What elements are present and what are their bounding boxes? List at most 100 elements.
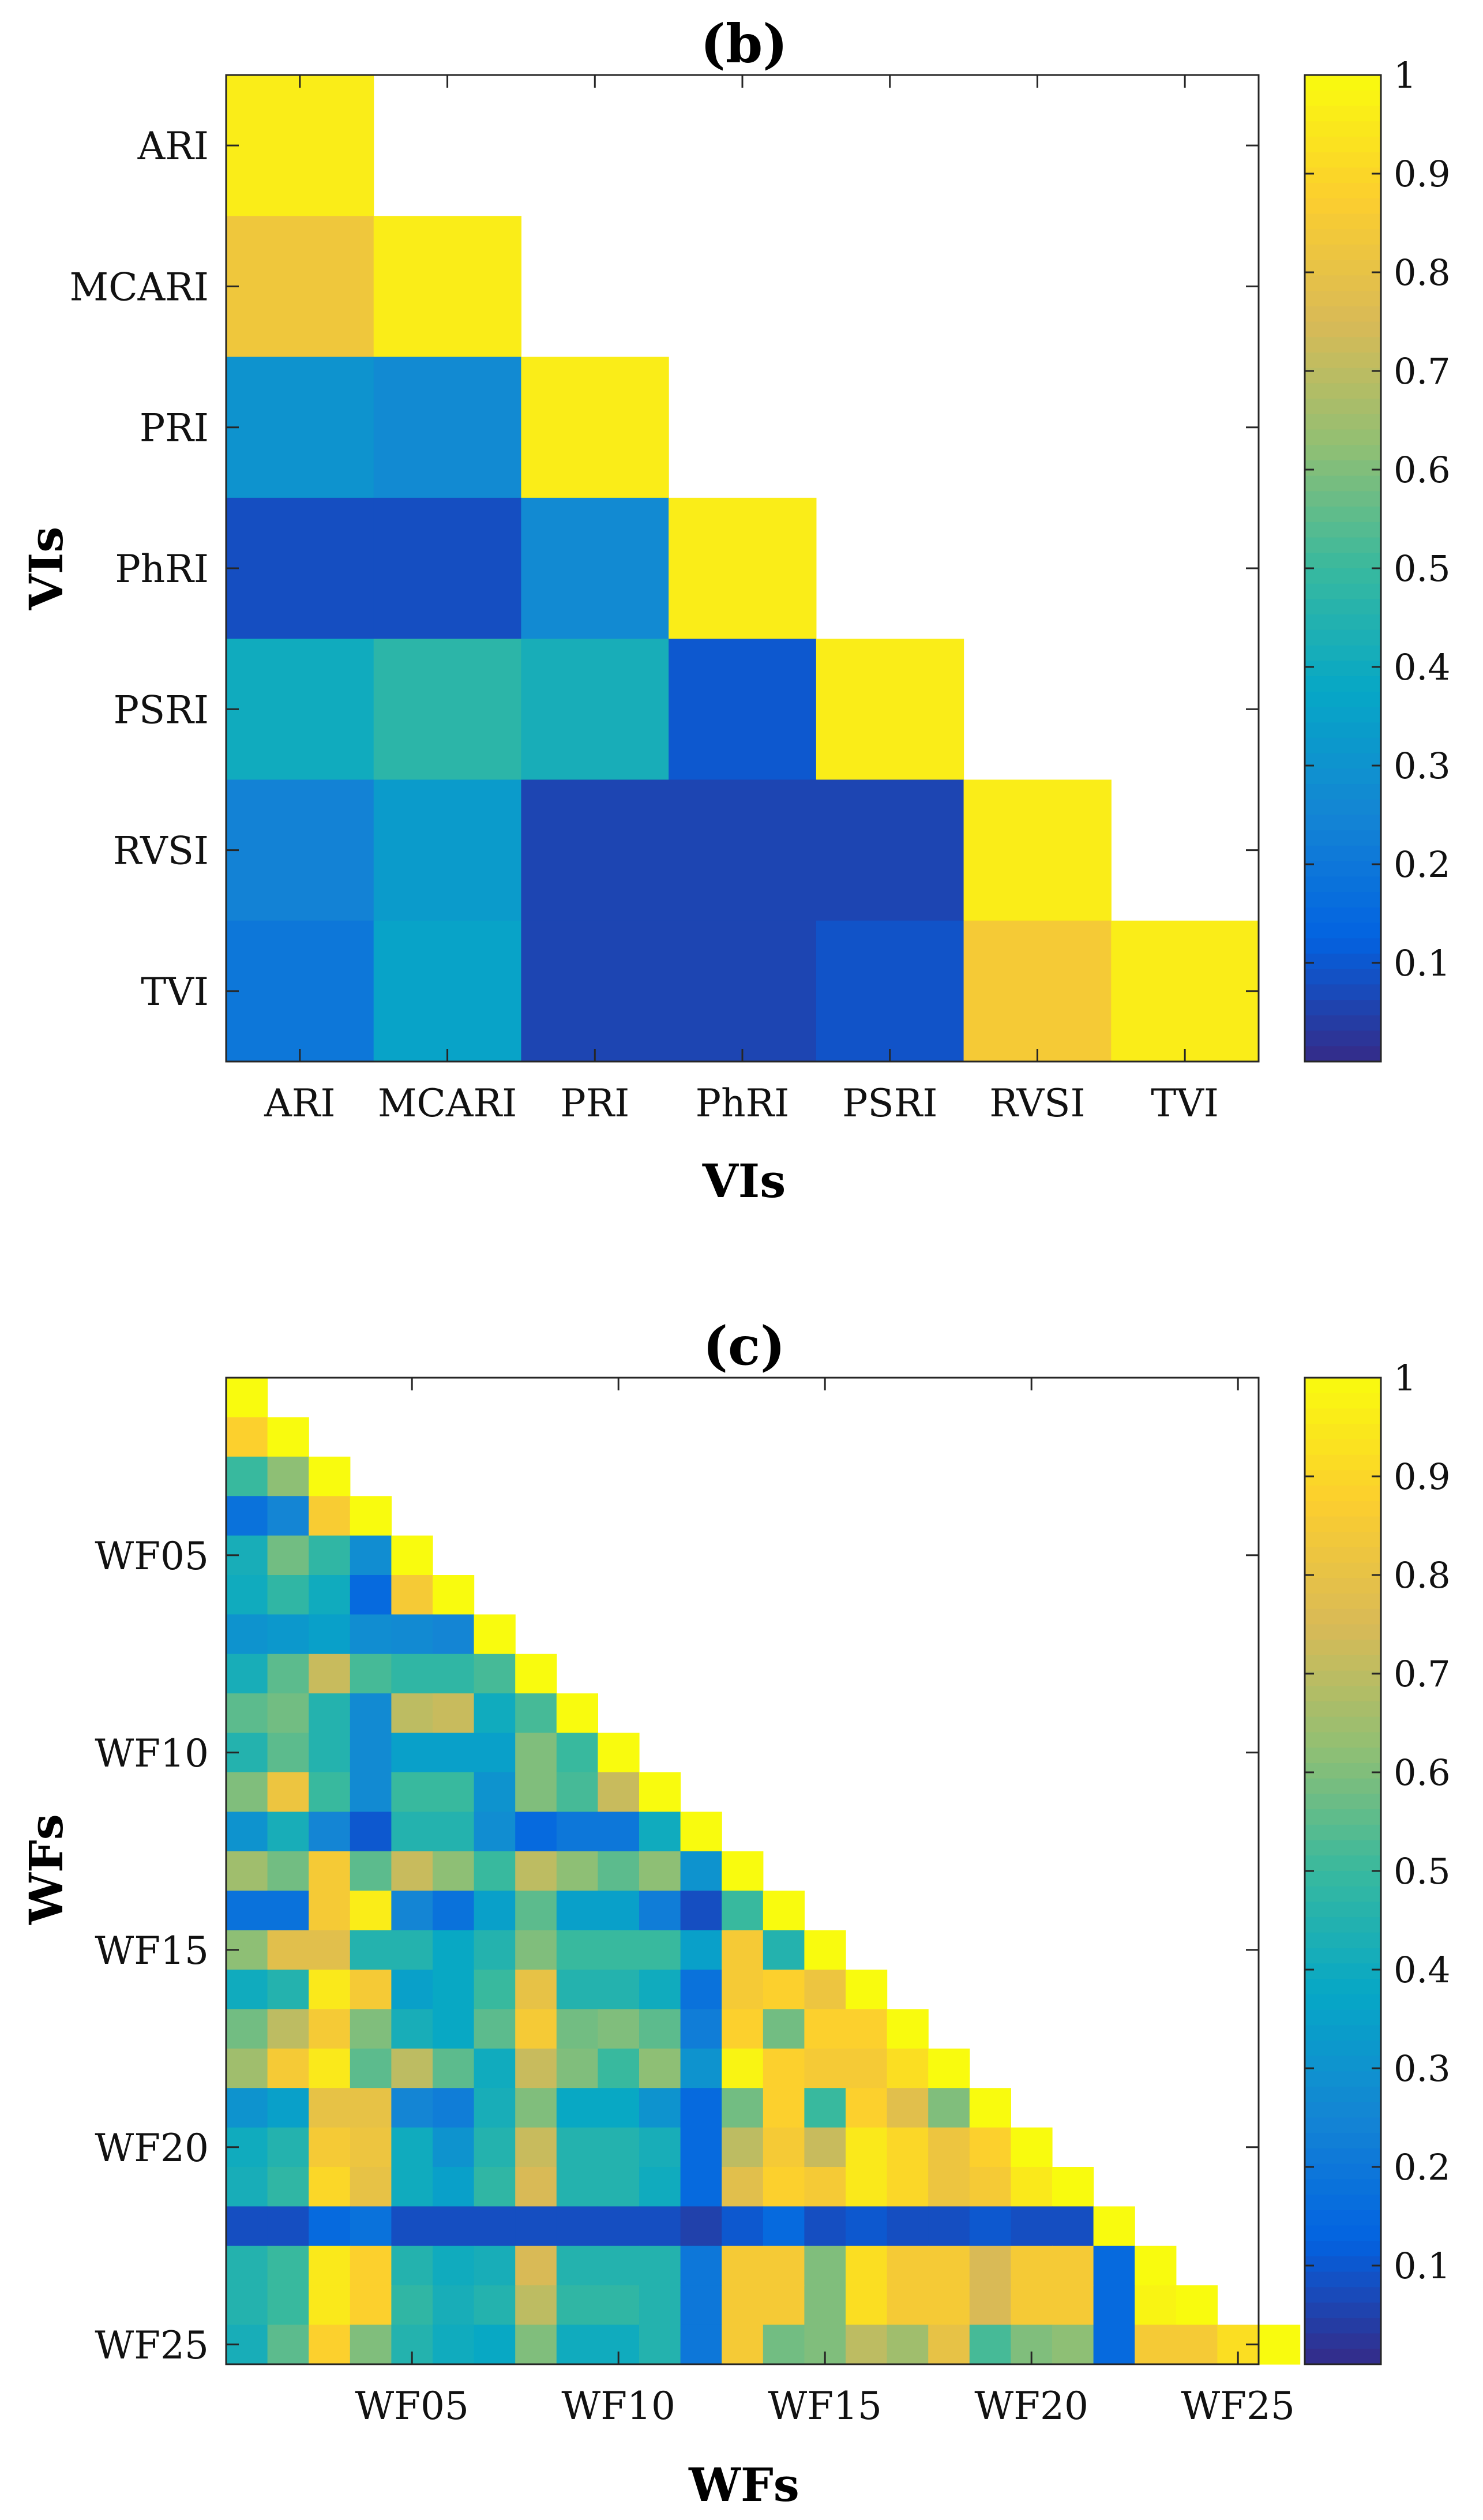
heatmap-cell [226, 75, 374, 216]
x-tick-label: PhRI [696, 1081, 790, 1126]
heatmap-cell [350, 2167, 392, 2207]
heatmap-cell [350, 1653, 392, 1694]
heatmap-cell [309, 1851, 351, 1891]
heatmap-cell [350, 2206, 392, 2247]
colorbar-segment [1305, 583, 1381, 600]
heatmap-cell [1259, 2324, 1301, 2365]
heatmap-cell [226, 497, 374, 639]
heatmap-cell [350, 1693, 392, 1734]
heatmap-cell [309, 1496, 351, 1536]
heatmap-cell [846, 2009, 888, 2049]
heatmap-cell [267, 2324, 309, 2365]
colorbar-segment [1305, 306, 1381, 322]
colorbar-segment [1305, 213, 1381, 230]
y-tick-label: WF05 [95, 1534, 209, 1578]
heatmap-cell [804, 2285, 846, 2326]
colorbar-segment [1305, 768, 1381, 785]
colorbar-segment [1305, 2287, 1381, 2303]
heatmap-cell [433, 1930, 475, 1970]
colorbar-segment [1305, 2133, 1381, 2149]
heatmap-cell [556, 1812, 598, 1852]
heatmap-cell [433, 2245, 475, 2286]
colorbar-segment [1305, 1578, 1381, 1594]
heatmap-cell [804, 2127, 846, 2168]
heatmap-cell [846, 2088, 888, 2128]
heatmap-cell [556, 1851, 598, 1891]
heatmap-cell [963, 920, 1112, 1062]
heatmap-cell [373, 357, 522, 498]
heatmap-cell [391, 1812, 433, 1852]
colorbar-segment [1305, 291, 1381, 307]
heatmap-cell [969, 2088, 1011, 2128]
heatmap-cell [267, 2285, 309, 2326]
heatmap-cell [598, 2245, 640, 2286]
heatmap-cell [267, 2206, 309, 2247]
colorbar-segment [1305, 2210, 1381, 2226]
heatmap-cell [556, 2088, 598, 2128]
panel-b-x-tick-labels: ARI MCARI PRI PhRI PSRI RVSI TVI [264, 1081, 1219, 1126]
heatmap-cell [639, 2206, 681, 2247]
heatmap-cell [226, 2206, 268, 2247]
heatmap-cell [309, 2048, 351, 2088]
colorbar-segment [1305, 984, 1381, 1000]
colorbar-segment [1305, 1000, 1381, 1016]
heatmap-cell [267, 2127, 309, 2168]
colorbar-segment [1305, 1932, 1381, 1949]
heatmap-cell [680, 1851, 722, 1891]
colorbar-tick-label: 1 [1394, 54, 1416, 96]
heatmap-cell [515, 1693, 557, 1734]
colorbar-segment [1305, 969, 1381, 985]
heatmap-cell [350, 2048, 392, 2088]
heatmap-cell [474, 1772, 516, 1812]
colorbar-tick-label: 0.5 [1394, 1850, 1451, 1892]
heatmap-cell [763, 2048, 805, 2088]
heatmap-cell [556, 2245, 598, 2286]
heatmap-cell [515, 1930, 557, 1970]
heatmap-cell [373, 497, 522, 639]
colorbar-segment [1305, 2025, 1381, 2041]
heatmap-cell [928, 2167, 970, 2207]
colorbar-segment [1305, 2148, 1381, 2165]
heatmap-cell [350, 1772, 392, 1812]
heatmap-cell [763, 2088, 805, 2128]
heatmap-cell [1176, 2285, 1218, 2326]
heatmap-cell [639, 2009, 681, 2049]
heatmap-cell [309, 1930, 351, 1970]
colorbar-segment [1305, 507, 1381, 523]
y-tick-label: MCARI [69, 265, 209, 309]
heatmap-cell [963, 779, 1112, 921]
heatmap-cell [433, 1653, 475, 1694]
colorbar-segment [1305, 830, 1381, 846]
colorbar-tick-label: 0.7 [1394, 1653, 1451, 1695]
colorbar-segment [1305, 367, 1381, 384]
heatmap-cell [391, 2167, 433, 2207]
colorbar-segment [1305, 753, 1381, 769]
x-tick-label: ARI [264, 1081, 335, 1126]
colorbar-segment [1305, 676, 1381, 692]
heatmap-cell [433, 1693, 475, 1734]
colorbar-segment [1305, 1840, 1381, 1856]
colorbar-segment [1305, 198, 1381, 215]
heatmap-cell [556, 1891, 598, 1931]
heatmap-cell [1011, 2206, 1053, 2247]
heatmap-cell [309, 1653, 351, 1694]
heatmap-cell [598, 1851, 640, 1891]
heatmap-cell [226, 1496, 268, 1536]
heatmap-cell [598, 2167, 640, 2207]
heatmap-cell [804, 2088, 846, 2128]
heatmap-cell [267, 2048, 309, 2088]
colorbar-segment [1305, 1393, 1381, 1409]
colorbar-segment [1305, 1439, 1381, 1456]
heatmap-cell [226, 216, 374, 358]
panel-c-x-axis-label: WFs [688, 2458, 799, 2512]
heatmap-cell [474, 2009, 516, 2049]
x-tick-label: WF10 [561, 2384, 675, 2428]
panel-b-title: (b) [700, 13, 787, 75]
heatmap-cell [391, 1851, 433, 1891]
heatmap-cell [391, 2127, 433, 2168]
heatmap-cell [474, 2324, 516, 2365]
colorbar-segment [1305, 460, 1381, 477]
heatmap-cell [556, 2048, 598, 2088]
heatmap-cell [350, 2245, 392, 2286]
heatmap-cell [722, 2167, 764, 2207]
